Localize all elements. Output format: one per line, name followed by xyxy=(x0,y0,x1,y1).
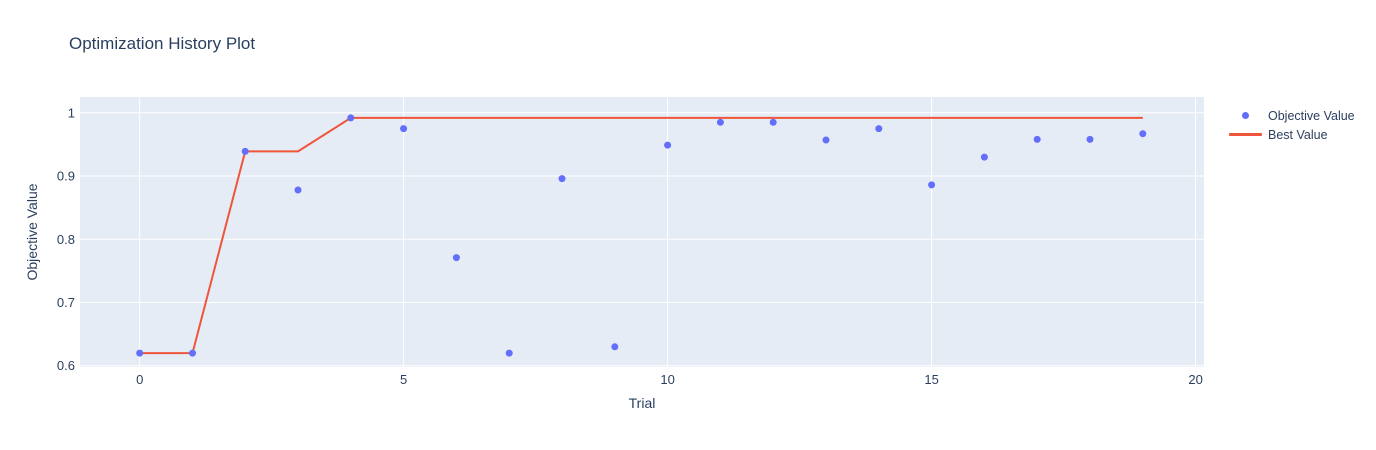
objective-value-point[interactable] xyxy=(664,141,672,149)
objective-value-point[interactable] xyxy=(611,343,619,351)
objective-value-point[interactable] xyxy=(1033,135,1041,143)
objective-value-point[interactable] xyxy=(1086,135,1094,143)
legend-label-objective-value: Objective Value xyxy=(1268,108,1355,123)
x-tick-label: 20 xyxy=(1188,372,1202,387)
objective-value-point[interactable] xyxy=(980,153,988,161)
y-tick-label: 0.6 xyxy=(57,358,75,373)
x-tick-label: 5 xyxy=(400,372,407,387)
legend: Objective Value Best Value xyxy=(1229,106,1355,144)
objective-value-point[interactable] xyxy=(400,125,408,133)
line-marker-icon xyxy=(1229,133,1262,136)
chart-title: Optimization History Plot xyxy=(69,34,256,53)
objective-value-point[interactable] xyxy=(822,136,830,144)
y-tick-label: 0.8 xyxy=(57,232,75,247)
objective-value-point[interactable] xyxy=(875,125,883,133)
y-tick-label: 0.9 xyxy=(57,169,75,184)
objective-value-point[interactable] xyxy=(928,181,936,189)
x-axis-title: Trial xyxy=(629,395,656,411)
y-tick-label: 1 xyxy=(68,105,75,120)
objective-value-point[interactable] xyxy=(189,349,196,357)
objective-value-point[interactable] xyxy=(716,118,724,126)
y-tick-label: 0.7 xyxy=(57,295,75,310)
scatter-marker-icon xyxy=(1242,112,1249,119)
plot-background[interactable] xyxy=(80,97,1204,367)
objective-value-point[interactable] xyxy=(241,147,249,155)
objective-value-point[interactable] xyxy=(452,254,460,262)
x-tick-label: 10 xyxy=(660,372,674,387)
legend-item-objective-value[interactable]: Objective Value xyxy=(1229,106,1355,125)
legend-label-best-value: Best Value xyxy=(1268,127,1328,142)
objective-value-point[interactable] xyxy=(769,118,777,126)
legend-swatch xyxy=(1229,125,1262,144)
objective-value-point[interactable] xyxy=(347,114,355,122)
x-tick-label: 0 xyxy=(136,372,143,387)
objective-value-point[interactable] xyxy=(294,186,302,194)
legend-swatch xyxy=(1229,106,1262,125)
objective-value-point[interactable] xyxy=(1139,130,1147,138)
best-value-line xyxy=(139,116,1143,355)
objective-value-point[interactable] xyxy=(505,349,513,357)
x-tick-label: 15 xyxy=(924,372,938,387)
y-axis-title: Objective Value xyxy=(24,183,40,280)
legend-item-best-value[interactable]: Best Value xyxy=(1229,125,1355,144)
objective-value-point[interactable] xyxy=(136,349,144,357)
objective-value-point[interactable] xyxy=(558,175,566,183)
